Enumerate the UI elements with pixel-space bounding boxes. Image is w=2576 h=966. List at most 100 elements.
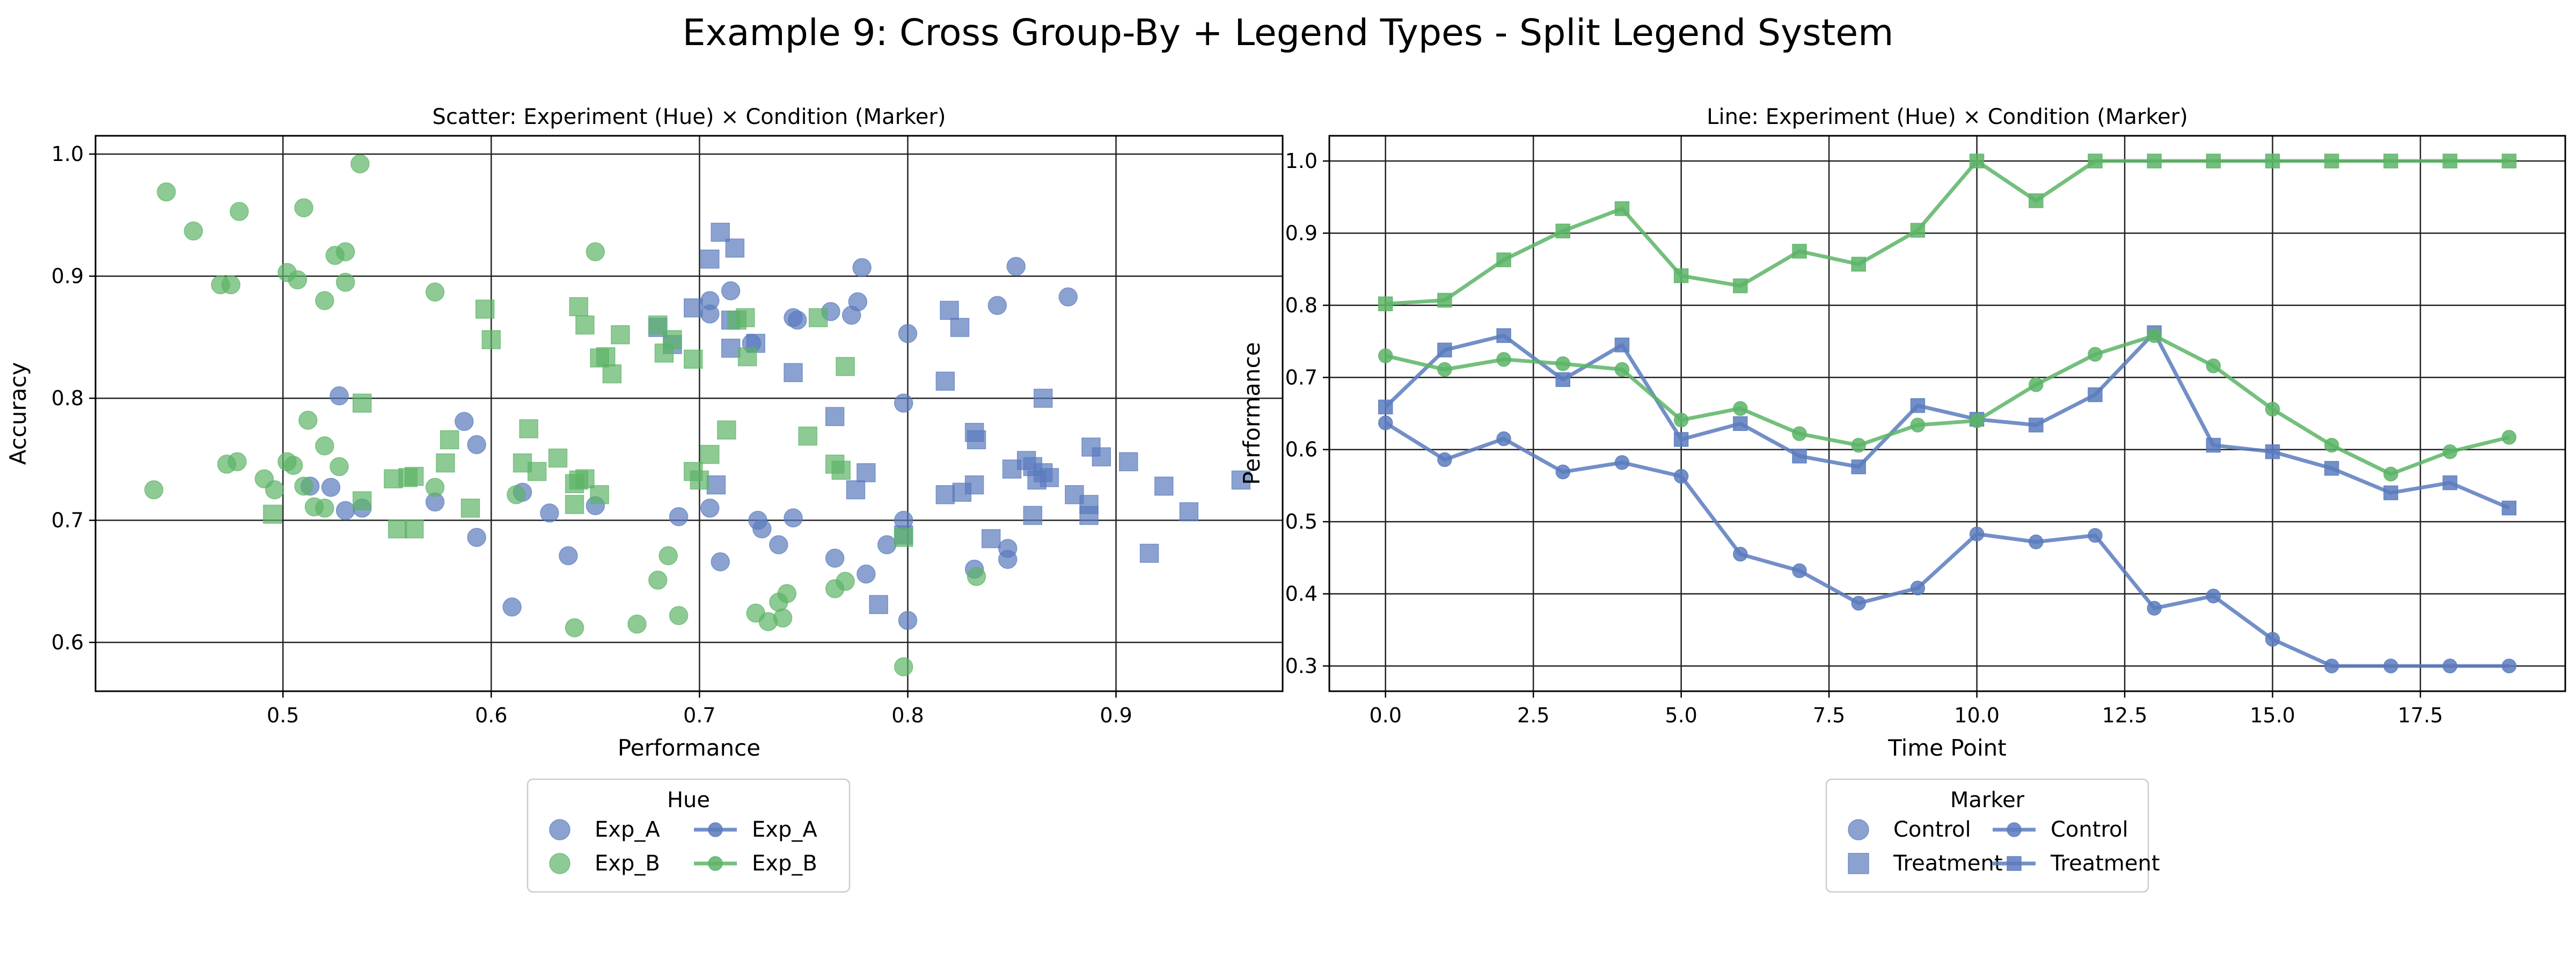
scatter-point	[335, 242, 355, 261]
line-point	[2029, 377, 2044, 392]
line-point	[1496, 252, 1511, 267]
x-tick-label: 0.9	[1100, 704, 1132, 727]
scatter-point	[869, 595, 888, 614]
scatter-point	[877, 535, 897, 554]
legend-frame	[526, 778, 851, 893]
line-point	[1851, 596, 1866, 611]
line-point	[2088, 528, 2103, 543]
scatter-point	[788, 310, 807, 330]
scatter-point	[575, 469, 595, 488]
scatter-point	[857, 564, 876, 584]
scatter-point	[548, 448, 568, 468]
panel-title: Scatter: Experiment (Hue) × Condition (M…	[433, 105, 946, 129]
scatter-point	[315, 436, 334, 456]
scatter-point	[352, 393, 372, 413]
line-point	[1792, 426, 1807, 441]
line-point	[2206, 153, 2221, 169]
scatter-point	[221, 275, 240, 295]
scatter-point	[1231, 470, 1251, 490]
line-point	[1437, 342, 1452, 357]
scatter-point	[998, 550, 1018, 569]
panel-title: Line: Experiment (Hue) × Condition (Mark…	[1707, 105, 2188, 129]
legend-label: Treatment	[1893, 851, 2003, 876]
scatter-point	[700, 499, 720, 518]
line-point	[1378, 296, 1393, 311]
scatter-point	[1139, 544, 1159, 563]
scatter-point	[784, 363, 803, 383]
scatter-point	[455, 412, 474, 431]
scatter-point	[575, 315, 595, 335]
scatter-point	[321, 478, 341, 497]
y-tick-label: 0.4	[1285, 582, 1318, 606]
line-point	[1792, 244, 1807, 259]
scatter-point	[298, 411, 318, 430]
series-line	[1384, 421, 2509, 668]
line-point	[1792, 449, 1807, 464]
scatter-point	[987, 296, 1007, 315]
line-point	[2324, 460, 2339, 476]
x-tick-label: 0.0	[1369, 704, 1401, 727]
legend-marker	[2007, 856, 2022, 871]
scatter-point	[586, 242, 605, 261]
line-point	[1851, 437, 1866, 453]
scatter-point	[330, 457, 349, 477]
line-point	[2147, 601, 2162, 616]
line-point	[1496, 431, 1511, 447]
scatter-point	[350, 154, 370, 174]
line-point	[2442, 658, 2457, 674]
line-point	[2383, 658, 2398, 674]
x-tick-label: 15.0	[2250, 704, 2295, 727]
scatter-point	[569, 297, 589, 317]
scatter-point	[460, 499, 480, 518]
x-tick-label: 5.0	[1665, 704, 1697, 727]
scatter-point	[825, 548, 845, 568]
scatter-point	[519, 419, 538, 438]
scatter-point	[894, 657, 913, 677]
scatter-point	[852, 258, 872, 277]
scatter-point	[387, 519, 407, 539]
y-tick-label: 0.9	[52, 265, 84, 288]
y-tick-label: 0.6	[1285, 438, 1318, 462]
scatter-point	[663, 330, 682, 349]
line-point	[2501, 153, 2517, 169]
scatter-point	[777, 584, 797, 603]
line-point	[1910, 581, 1926, 596]
scatter-point	[436, 453, 455, 473]
y-tick-label: 0.3	[1285, 654, 1318, 678]
legend-frame	[1825, 778, 2149, 893]
scatter-point	[475, 299, 495, 319]
series-line	[1385, 159, 2509, 306]
scatter-point	[798, 426, 817, 446]
scatter-point	[690, 470, 709, 490]
scatter-point	[590, 485, 609, 504]
scatter-point	[825, 407, 845, 426]
scatter-point	[507, 485, 526, 504]
scatter-point	[700, 304, 720, 324]
line-point	[2265, 632, 2280, 647]
line-point	[1910, 418, 1926, 433]
line-point	[1733, 546, 1748, 562]
scatter-point	[559, 546, 578, 566]
scatter-point	[935, 485, 955, 504]
legend-title: Hue	[667, 788, 710, 813]
scatter-point	[669, 507, 689, 526]
line-point	[1555, 372, 1571, 387]
legend-label: Exp_B	[595, 851, 660, 876]
line-point	[1851, 459, 1866, 474]
scatter-point	[836, 357, 855, 376]
line-point	[2265, 153, 2280, 169]
scatter-point	[737, 347, 757, 367]
scatter-point	[627, 614, 647, 634]
scatter-point	[950, 318, 970, 337]
legend-marker	[1848, 819, 1869, 840]
line-point	[2324, 437, 2339, 453]
legend-label: Treatment	[2050, 851, 2160, 876]
line-point	[2029, 535, 2044, 550]
scatter-point	[857, 463, 876, 482]
line-point	[1910, 223, 1926, 238]
scatter-point	[565, 618, 584, 638]
scatter-point	[940, 301, 959, 320]
scatter-point	[836, 572, 855, 591]
line-point	[2501, 430, 2517, 445]
y-tick-label: 0.7	[52, 509, 84, 532]
